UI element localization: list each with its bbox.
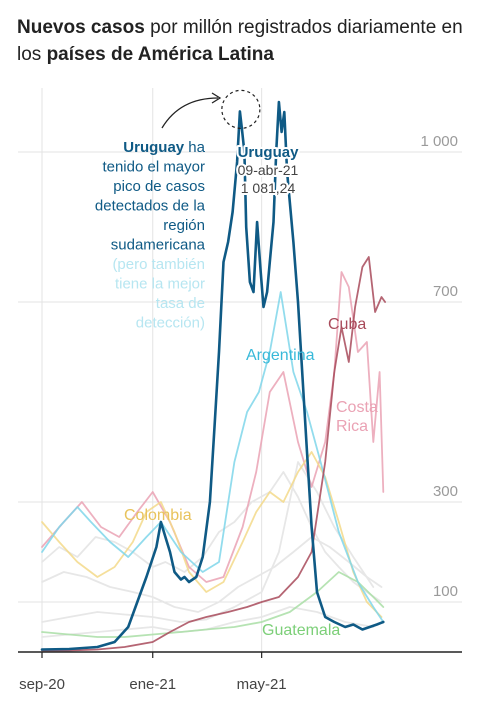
annotation-line: detectados de la: [95, 198, 206, 215]
x-tick-label: ene-21: [129, 676, 176, 693]
annotation-line: Uruguay ha: [123, 139, 205, 156]
title-bold-2: países de América Latina: [46, 44, 274, 65]
series-layer: [40, 100, 387, 652]
annotation-light-line: detección): [136, 315, 205, 332]
annotation-light-line: tiene la mejor: [115, 276, 205, 293]
title-normal: por millón registrados diariamente en lo…: [17, 17, 463, 65]
peak-label-country: Uruguay: [238, 144, 300, 161]
annotation-text: tenido el mayor: [102, 159, 205, 176]
annotation-line: pico de casos: [113, 178, 205, 195]
y-tick-label: 300: [433, 483, 458, 500]
series-line-other3: [41, 461, 375, 623]
series-line-costa-rica: [41, 271, 385, 583]
annotation-text: región: [163, 217, 205, 234]
series-line-uruguay: [40, 100, 385, 651]
annotation-line: sudamericana: [111, 237, 206, 254]
annotation-text: sudamericana: [111, 237, 206, 254]
annotation-bold: Uruguay: [123, 139, 185, 156]
annotation-layer: Uruguay ha tenido el mayor pico de casos de…: [95, 89, 301, 332]
series-label-argentina: Argentina: [246, 347, 315, 364]
peak-label-value-halo: 1 081,24: [241, 180, 296, 196]
series-label-costa-rica: Rica: [336, 418, 368, 435]
peak-label-date-halo: 09-abr-21: [238, 162, 299, 178]
series-label-guatemala: Guatemala: [262, 622, 340, 639]
y-tick-label: 1 000: [420, 133, 458, 150]
series-line-other1: [41, 471, 383, 603]
label-layer: Cuba Argentina Costa Rica Colombia Guatemala: [124, 316, 378, 639]
annotation-arrow: [161, 97, 219, 129]
series-label-colombia: Colombia: [124, 507, 192, 524]
annotation-light-line: tasa de: [156, 295, 205, 312]
axis-layer: 100 300 700 1 000 sep-20 ene-21 may-21: [18, 133, 462, 693]
annotation-arrowhead: [211, 92, 222, 104]
y-tick-label: 700: [433, 283, 458, 300]
annotation-text: ha: [184, 139, 206, 156]
title-bold-1: Nuevos casos: [17, 17, 145, 38]
series-label-cuba: Cuba: [328, 316, 366, 333]
annotation-text: pico de casos: [113, 178, 205, 195]
annotation-text: detectados de la: [95, 198, 206, 215]
x-tick-label: sep-20: [19, 676, 65, 693]
series-line-argentina: [41, 291, 385, 623]
series-line-colombia: [41, 451, 383, 618]
annotation-line: tenido el mayor: [102, 159, 205, 176]
peak-label-value: 1 081,24: [241, 180, 296, 196]
series-line-cuba: [41, 256, 387, 652]
series-label-costa-rica: Costa: [336, 399, 378, 416]
series-line-other2: [41, 536, 383, 613]
series-line-guatemala: [41, 571, 385, 638]
x-tick-label: may-21: [237, 676, 287, 693]
peak-label-country-halo: Uruguay: [238, 144, 300, 161]
peak-label-date: 09-abr-21: [238, 162, 299, 178]
y-tick-label: 100: [433, 583, 458, 600]
chart-title: Nuevos casos por millón registrados diar…: [17, 14, 467, 68]
annotation-light-line: (pero también: [112, 256, 205, 273]
annotation-line: región: [163, 217, 205, 234]
